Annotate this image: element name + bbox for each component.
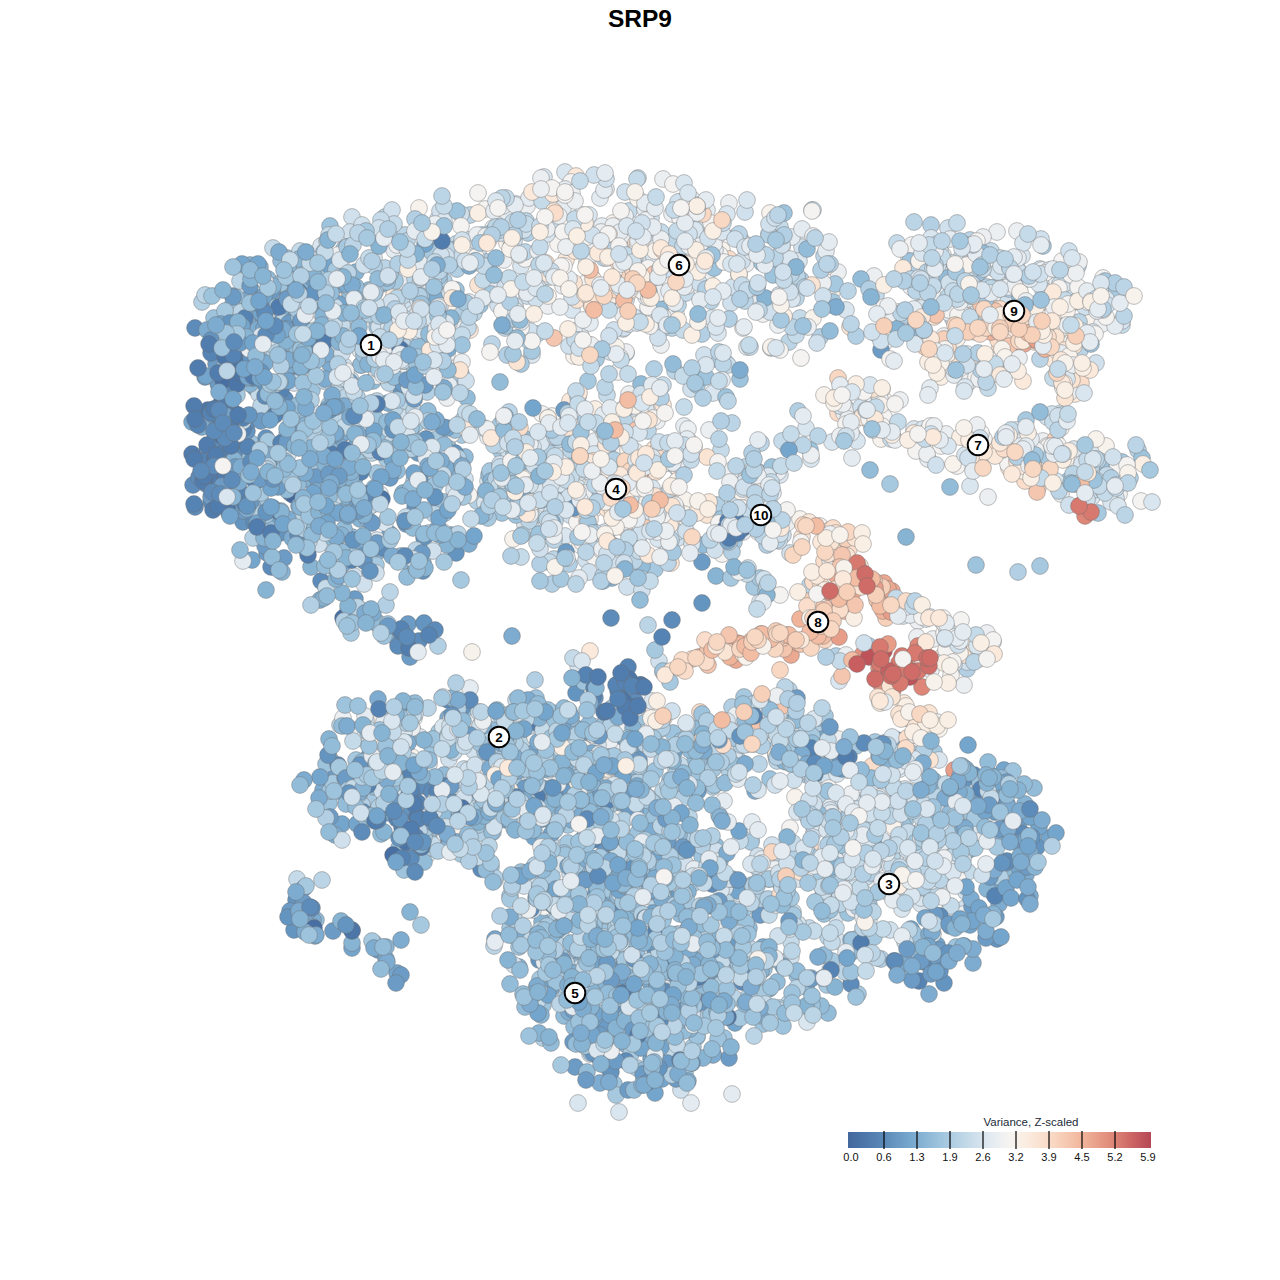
svg-text:SRP9: SRP9 [608, 5, 672, 32]
svg-text:1: 1 [367, 338, 375, 353]
svg-text:5: 5 [571, 986, 579, 1001]
svg-text:2: 2 [495, 730, 503, 745]
svg-text:0.6: 0.6 [876, 1151, 891, 1163]
svg-text:3: 3 [885, 877, 893, 892]
svg-text:0.0: 0.0 [843, 1151, 858, 1163]
svg-text:1.3: 1.3 [909, 1151, 924, 1163]
svg-text:Variance, Z-scaled: Variance, Z-scaled [983, 1116, 1078, 1128]
svg-text:4.5: 4.5 [1074, 1151, 1089, 1163]
svg-text:4: 4 [612, 482, 620, 497]
svg-text:7: 7 [974, 438, 982, 453]
svg-text:3.2: 3.2 [1008, 1151, 1023, 1163]
svg-text:5.2: 5.2 [1107, 1151, 1122, 1163]
svg-text:8: 8 [814, 615, 822, 630]
svg-text:6: 6 [675, 258, 683, 273]
svg-text:5.9: 5.9 [1140, 1151, 1155, 1163]
svg-text:2.6: 2.6 [975, 1151, 990, 1163]
svg-text:1.9: 1.9 [942, 1151, 957, 1163]
svg-text:9: 9 [1010, 304, 1018, 319]
svg-text:3.9: 3.9 [1041, 1151, 1056, 1163]
svg-text:10: 10 [753, 508, 768, 523]
